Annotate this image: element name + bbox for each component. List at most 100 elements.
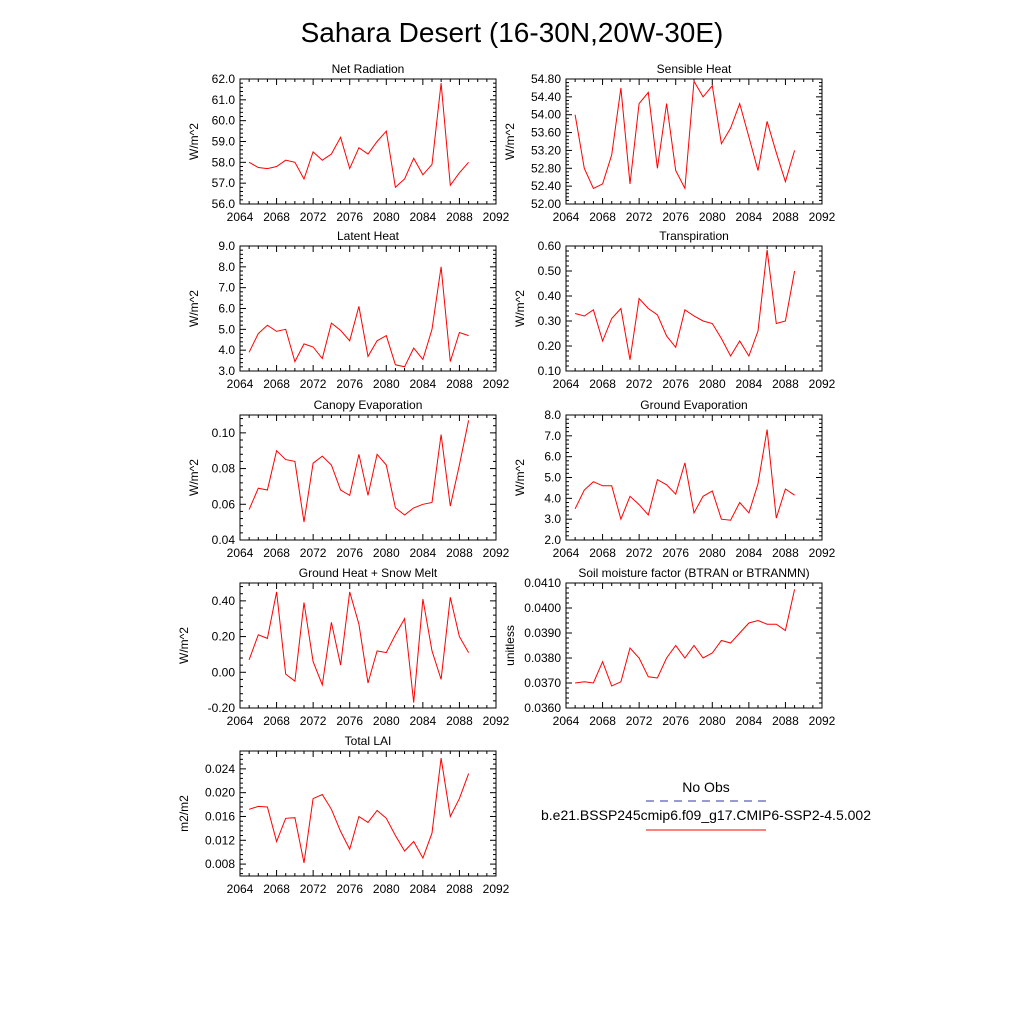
y-tick-label: 0.04 <box>212 533 236 547</box>
x-tick-label: 2092 <box>809 377 836 391</box>
y-tick-label: 6.0 <box>544 450 561 464</box>
y-tick-label: 0.020 <box>205 786 235 800</box>
y-tick-label: 0.20 <box>212 630 236 644</box>
x-tick-label: 2072 <box>300 210 327 224</box>
y-axis-label: W/m^2 <box>177 627 191 664</box>
x-tick-label: 2084 <box>736 377 763 391</box>
y-tick-label: 0.00 <box>212 665 236 679</box>
y-tick-label: 0.06 <box>212 497 236 511</box>
y-tick-label: 61.0 <box>212 93 236 107</box>
x-tick-label: 2088 <box>772 714 799 728</box>
x-tick-label: 2080 <box>699 377 726 391</box>
y-tick-label: 4.0 <box>218 343 235 357</box>
y-axis-label: unitless <box>503 625 517 666</box>
y-axis-label: W/m^2 <box>513 290 527 327</box>
panel-frame <box>565 245 823 372</box>
x-tick-label: 2080 <box>373 882 400 896</box>
x-tick-label: 2076 <box>662 210 689 224</box>
x-tick-label: 2068 <box>263 210 290 224</box>
y-axis-label: W/m^2 <box>187 123 201 160</box>
y-tick-label: 0.016 <box>205 809 235 823</box>
x-tick-label: 2068 <box>263 882 290 896</box>
y-tick-label: 0.0360 <box>524 701 561 715</box>
panel-frame <box>239 78 497 205</box>
y-tick-label: 0.50 <box>538 264 562 278</box>
panel-canopy-evaporation: Canopy Evaporation 2064 2068 2072 2076 2080 20… <box>187 398 510 560</box>
y-tick-label: 8.0 <box>218 260 235 274</box>
x-tick-label: 2088 <box>446 546 473 560</box>
x-tick-label: 2068 <box>263 377 290 391</box>
panel-frame <box>239 245 497 372</box>
x-tick-label: 2072 <box>626 714 653 728</box>
y-axis-label: W/m^2 <box>503 123 517 160</box>
panel-title: Transpiration <box>659 229 729 243</box>
x-tick-label: 2072 <box>300 882 327 896</box>
panel-title: Sensible Heat <box>657 62 732 76</box>
panel-sensible-heat: Sensible Heat 2064 2068 2072 2076 2080 2084 208… <box>503 62 836 224</box>
panel-soil-moisture-factor-btran-or-btranmn: Soil moisture factor (BTRAN or BTRANMN) 2… <box>503 566 836 728</box>
legend: No Obs b.e21.BSSP245cmip6.f09_g17.CMIP6-… <box>541 779 871 831</box>
y-tick-label: -0.20 <box>208 701 236 715</box>
x-tick-label: 2092 <box>483 546 510 560</box>
y-tick-label: 7.0 <box>544 429 561 443</box>
y-tick-label: 9.0 <box>218 239 235 253</box>
y-tick-label: 0.20 <box>538 339 562 353</box>
panel-frame <box>239 750 497 877</box>
panel-total-lai: Total LAI 2064 2068 2072 2076 2080 2084 2088 209… <box>177 734 510 896</box>
x-tick-label: 2076 <box>662 546 689 560</box>
y-tick-label: 0.40 <box>212 594 236 608</box>
x-tick-label: 2064 <box>227 210 254 224</box>
y-tick-label: 53.20 <box>531 143 561 157</box>
x-tick-label: 2092 <box>483 714 510 728</box>
y-tick-label: 3.0 <box>544 512 561 526</box>
y-tick-label: 52.00 <box>531 197 561 211</box>
panel-frame <box>239 414 497 541</box>
x-tick-label: 2088 <box>772 377 799 391</box>
y-tick-label: 0.0390 <box>524 626 561 640</box>
x-tick-label: 2084 <box>410 210 437 224</box>
panel-transpiration: Transpiration 2064 2068 2072 2076 2080 2084 208… <box>513 229 836 391</box>
x-tick-label: 2092 <box>809 546 836 560</box>
x-tick-label: 2088 <box>446 714 473 728</box>
panel-title: Ground Heat + Snow Melt <box>299 566 438 580</box>
y-tick-label: 5.0 <box>544 471 561 485</box>
x-tick-label: 2080 <box>699 714 726 728</box>
x-tick-label: 2092 <box>483 882 510 896</box>
x-tick-label: 2064 <box>227 882 254 896</box>
x-tick-label: 2080 <box>373 210 400 224</box>
x-tick-label: 2080 <box>373 377 400 391</box>
panel-ground-heat-snow-melt: Ground Heat + Snow Melt 2064 2068 2072 2076 2… <box>177 566 510 728</box>
x-tick-label: 2068 <box>589 714 616 728</box>
y-tick-label: 5.0 <box>218 322 235 336</box>
y-tick-label: 3.0 <box>218 364 235 378</box>
x-tick-label: 2068 <box>589 377 616 391</box>
x-tick-label: 2092 <box>809 714 836 728</box>
panel-frame <box>565 78 823 205</box>
panel-title: Net Radiation <box>332 62 405 76</box>
x-tick-label: 2088 <box>446 377 473 391</box>
x-tick-label: 2072 <box>300 546 327 560</box>
y-tick-label: 62.0 <box>212 72 236 86</box>
y-tick-label: 58.0 <box>212 155 236 169</box>
panel-title: Latent Heat <box>337 229 400 243</box>
x-tick-label: 2084 <box>410 882 437 896</box>
x-tick-label: 2076 <box>336 546 363 560</box>
y-tick-label: 6.0 <box>218 302 235 316</box>
x-tick-label: 2064 <box>553 546 580 560</box>
x-tick-label: 2076 <box>662 714 689 728</box>
legend-model-label: b.e21.BSSP245cmip6.f09_g17.CMIP6-SSP2-4.… <box>541 807 871 823</box>
x-tick-label: 2080 <box>373 546 400 560</box>
x-tick-label: 2088 <box>446 882 473 896</box>
x-tick-label: 2080 <box>699 546 726 560</box>
x-tick-label: 2076 <box>662 377 689 391</box>
x-tick-label: 2064 <box>553 714 580 728</box>
x-tick-label: 2084 <box>736 210 763 224</box>
y-tick-label: 59.0 <box>212 135 236 149</box>
x-tick-label: 2076 <box>336 714 363 728</box>
y-tick-label: 56.0 <box>212 197 236 211</box>
y-tick-label: 52.80 <box>531 161 561 175</box>
y-tick-label: 53.60 <box>531 126 561 140</box>
y-tick-label: 0.08 <box>212 462 236 476</box>
y-tick-label: 0.40 <box>538 289 562 303</box>
series-line-canopy-evaporation <box>248 420 470 523</box>
